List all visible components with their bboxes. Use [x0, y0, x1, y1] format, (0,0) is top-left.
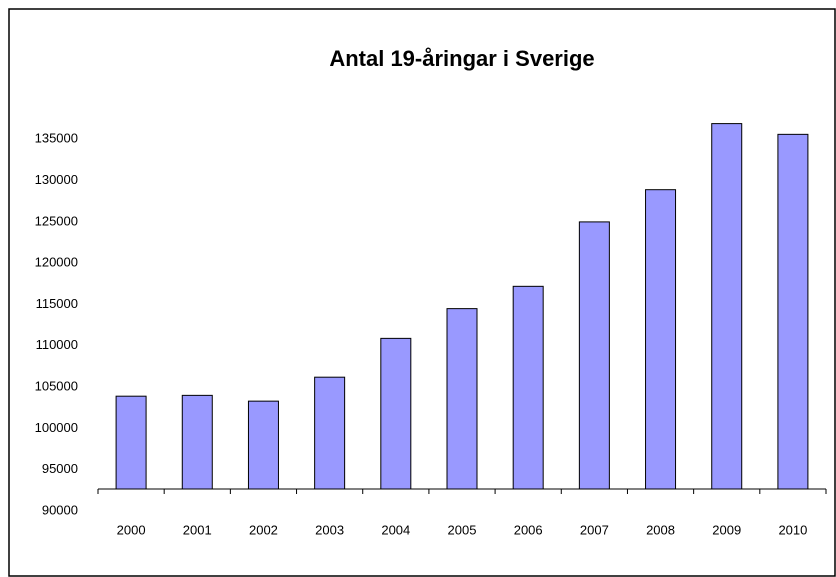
bar — [181, 394, 213, 490]
bar — [777, 133, 809, 490]
y-tick-label: 125000 — [35, 213, 78, 228]
bar — [711, 123, 743, 490]
y-tick-label: 105000 — [35, 379, 78, 394]
x-tick-label: 2001 — [183, 522, 212, 537]
y-tick-label: 130000 — [35, 172, 78, 187]
bar — [247, 400, 279, 490]
y-tick-label: 90000 — [42, 502, 78, 517]
bar — [314, 376, 346, 490]
bar — [578, 221, 610, 490]
x-tick-label: 2008 — [646, 522, 675, 537]
bar — [512, 285, 544, 490]
x-tick-label: 2007 — [580, 522, 609, 537]
y-tick-label: 115000 — [36, 296, 78, 311]
x-tick-label: 2003 — [315, 522, 344, 537]
y-tick-label: 110000 — [36, 337, 78, 352]
x-tick-label: 2005 — [448, 522, 477, 537]
chart-frame — [8, 8, 836, 577]
y-tick-label: 100000 — [35, 420, 78, 435]
chart-title: Antal 19-åringar i Sverige — [329, 46, 594, 71]
x-tick-label: 2000 — [117, 522, 146, 537]
x-tick-label: 2004 — [381, 522, 410, 537]
bar — [645, 189, 677, 490]
y-tick-label: 120000 — [35, 255, 78, 270]
bar — [446, 308, 478, 490]
bar — [380, 337, 412, 490]
bar — [115, 395, 147, 490]
x-tick-label: 2010 — [778, 522, 807, 537]
x-tick-label: 2002 — [249, 522, 278, 537]
y-tick-label: 95000 — [42, 461, 78, 476]
x-tick-label: 2006 — [514, 522, 543, 537]
y-tick-label: 135000 — [35, 131, 78, 146]
x-tick-label: 2009 — [712, 522, 741, 537]
